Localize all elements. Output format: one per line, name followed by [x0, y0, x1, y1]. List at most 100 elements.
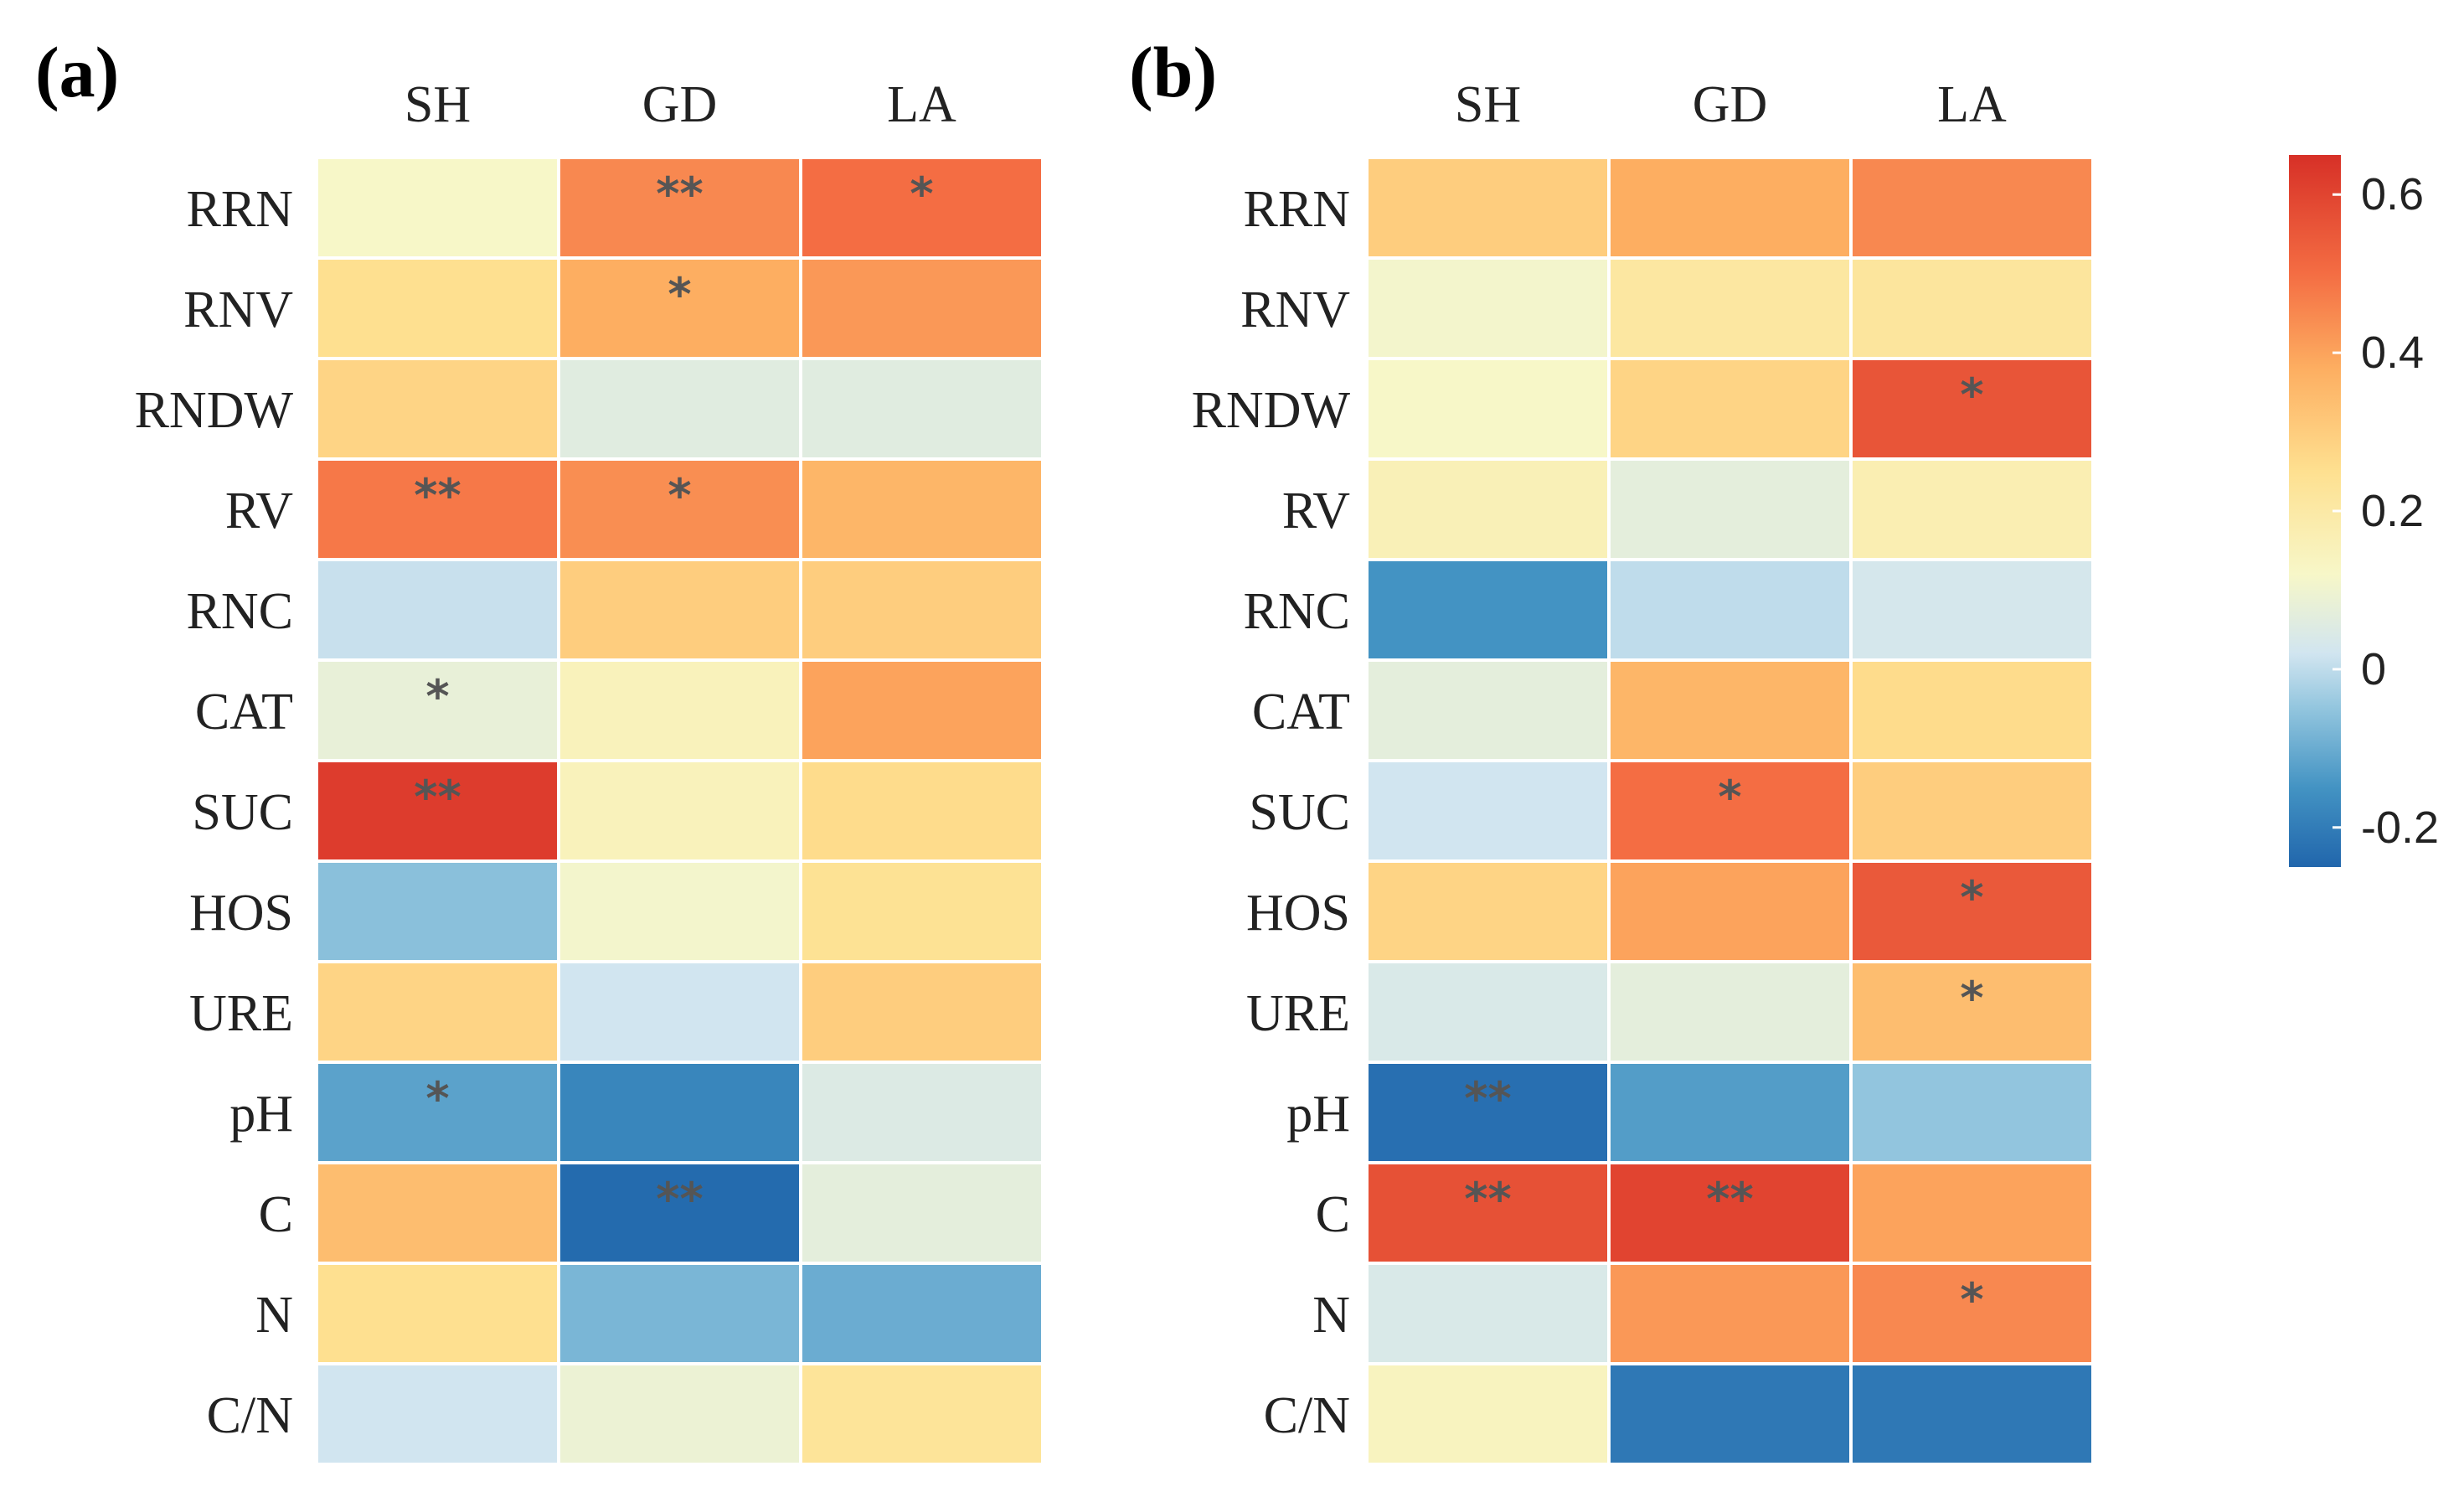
row-label-rnv: RNV — [1240, 281, 1350, 338]
heatmap-cell — [1365, 156, 1611, 260]
heatmap-cell — [799, 658, 1044, 762]
heatmap-cell — [799, 1262, 1044, 1365]
significance-mark: ** — [414, 771, 461, 823]
row-label-rv: RV — [1282, 483, 1350, 539]
heatmap-cell — [1607, 457, 1853, 561]
heatmap-cell — [315, 658, 560, 762]
heatmap-cell — [799, 960, 1044, 1064]
heatmap-cell — [1365, 759, 1611, 863]
colorbar-gradient — [2289, 155, 2341, 867]
heatmap-cell — [1607, 859, 1853, 963]
colorbar-tick-label: 0 — [2361, 644, 2386, 694]
heatmap-cell — [799, 256, 1044, 360]
heatmap-cell — [557, 558, 802, 662]
heatmap-cell — [315, 156, 560, 260]
colorbar-tick-label: 0.6 — [2361, 169, 2424, 219]
row-label-cat: CAT — [1252, 684, 1350, 741]
panel-label-a: (a) — [35, 32, 119, 112]
heatmap-cell — [1607, 1061, 1853, 1164]
row-label-rrn: RRN — [187, 181, 293, 238]
row-label-c: C — [259, 1186, 293, 1243]
heatmap-cell — [799, 1061, 1044, 1164]
heatmap-cell — [1365, 658, 1611, 762]
colorbar-tick-label: 0.4 — [2361, 328, 2424, 378]
significance-mark: * — [668, 268, 691, 321]
heatmap-panel-b: (b) SH GD LA RRN RNV RNDW RV RNC CAT SUC HOS URE pH… — [1129, 32, 2095, 1466]
row-label-rnc: RNC — [187, 583, 293, 640]
significance-mark: ** — [414, 469, 461, 522]
heatmap-cell — [1607, 558, 1853, 662]
column-label-gd: GD — [1693, 76, 1768, 133]
heatmap-cell — [1365, 1362, 1611, 1466]
significance-mark: * — [668, 469, 691, 522]
row-label-rnc: RNC — [1244, 583, 1350, 640]
row-label-rndw: RNDW — [135, 382, 294, 439]
colorbar-tick-label: 0.2 — [2361, 486, 2424, 536]
heatmap-cell — [1849, 1362, 2095, 1466]
heatmap-cell — [799, 759, 1044, 863]
significance-mark: * — [910, 168, 933, 220]
significance-mark: * — [425, 670, 449, 723]
heatmap-cell — [557, 156, 802, 260]
column-label-la: LA — [1937, 76, 2007, 133]
heatmap-cell — [315, 859, 560, 963]
row-label-c: C — [1316, 1186, 1350, 1243]
significance-mark: * — [1960, 369, 1983, 421]
heatmap-cell — [1607, 1362, 1853, 1466]
significance-mark: ** — [656, 168, 703, 220]
heatmap-cell — [1365, 457, 1611, 561]
heatmap-cell — [1607, 156, 1853, 260]
heatmap-cell — [1607, 1161, 1853, 1265]
row-label-rnv: RNV — [183, 281, 293, 338]
row-label-ure: URE — [1246, 985, 1350, 1042]
heatmap-cell — [799, 357, 1044, 461]
heatmap-cell — [315, 960, 560, 1064]
row-label-hos: HOS — [189, 885, 293, 942]
row-label-hos: HOS — [1246, 885, 1350, 942]
row-label-rndw: RNDW — [1192, 382, 1351, 439]
heatmap-cell — [799, 1161, 1044, 1265]
column-label-sh: SH — [405, 76, 471, 133]
row-label-ure: URE — [189, 985, 293, 1042]
significance-mark: * — [1960, 972, 1983, 1025]
heatmap-cell — [557, 1262, 802, 1365]
heatmap-cell — [1849, 156, 2095, 260]
heatmap-cell — [1607, 658, 1853, 762]
heatmap-cell — [1849, 357, 2095, 461]
heatmap-cell — [557, 1362, 802, 1466]
heatmap-cell — [1849, 859, 2095, 963]
heatmap-cell — [1365, 558, 1611, 662]
heatmap-cell — [315, 1262, 560, 1365]
heatmap-cell — [1365, 357, 1611, 461]
significance-mark: * — [1960, 871, 1983, 924]
heatmap-cell — [799, 859, 1044, 963]
row-label-suc: SUC — [1249, 784, 1350, 841]
row-label-rrn: RRN — [1244, 181, 1350, 238]
heatmap-cell — [315, 558, 560, 662]
heatmap-cell — [799, 457, 1044, 561]
heatmap-cell — [1365, 256, 1611, 360]
significance-mark: ** — [1464, 1173, 1511, 1226]
row-label-c-n: C/N — [1264, 1387, 1350, 1444]
heatmap-cell — [557, 357, 802, 461]
significance-mark: ** — [656, 1173, 703, 1226]
row-label-c-n: C/N — [207, 1387, 293, 1444]
heatmap-cell — [557, 1061, 802, 1164]
significance-mark: * — [425, 1072, 449, 1125]
column-label-gd: GD — [642, 76, 718, 133]
row-label-n: N — [255, 1287, 293, 1344]
row-label-ph: pH — [229, 1086, 293, 1143]
heatmap-cell — [315, 256, 560, 360]
heatmap-cell — [799, 156, 1044, 260]
row-label-ph: pH — [1286, 1086, 1350, 1143]
row-label-rv: RV — [225, 483, 293, 539]
column-label-la: LA — [887, 76, 956, 133]
heatmap-cell — [1849, 759, 2095, 863]
heatmap-cell — [1365, 960, 1611, 1064]
heatmap-cell — [557, 960, 802, 1064]
heatmap-panel-a: (a) SH GD LA RRN RNV RNDW RV RNC CAT SUC HOS URE pH… — [35, 32, 1044, 1466]
heatmap-cell — [557, 859, 802, 963]
colorbar-tick-label: -0.2 — [2361, 803, 2439, 853]
heatmap-cell — [557, 658, 802, 762]
